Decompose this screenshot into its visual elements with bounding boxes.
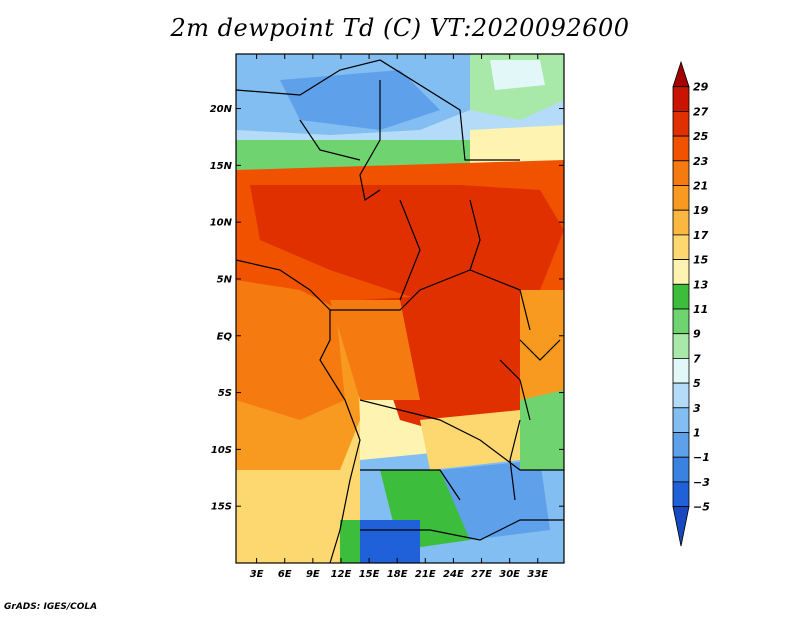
lon-label: 30E — [499, 569, 520, 580]
dewpoint-field — [236, 54, 564, 563]
lon-label: 9E — [306, 569, 320, 580]
colorbar-label: 13 — [693, 278, 709, 291]
colorbar-label: 11 — [693, 303, 708, 316]
colorbar-label: 3 — [693, 402, 701, 415]
colorbar-top-arrow — [672, 60, 690, 88]
colorbar: 29 27 25 23 21 19 17 15 13 11 9 7 5 3 1 −1 −3 −5 — [672, 60, 710, 547]
colorbar-label: 9 — [693, 328, 701, 341]
lon-label: 6E — [278, 569, 292, 580]
colorbar-swatch — [672, 135, 690, 162]
colorbar-swatch — [672, 481, 690, 507]
lon-label: 21E — [415, 569, 436, 580]
colorbar-label: 1 — [693, 427, 701, 440]
lat-label: 5S — [218, 388, 232, 399]
colorbar-label: −3 — [693, 476, 710, 489]
longitude-axis: 3E 6E 9E 12E 15E 18E 21E 24E 27E 30E 33E — [250, 54, 548, 580]
colorbar-swatch — [672, 86, 690, 112]
colorbar-label: 17 — [693, 229, 709, 242]
colorbar-swatch — [672, 160, 690, 186]
lon-label: 15E — [359, 569, 380, 580]
lat-label: 10S — [211, 445, 232, 456]
colorbar-swatch — [672, 407, 690, 433]
colorbar-swatch — [672, 308, 690, 335]
colorbar-swatch — [672, 185, 690, 211]
lat-label: EQ — [217, 331, 233, 342]
lat-label: 5N — [217, 274, 233, 285]
colorbar-swatch — [672, 234, 690, 260]
lon-label: 12E — [331, 569, 352, 580]
lat-label: 10N — [210, 218, 233, 229]
lon-label: 3E — [250, 569, 264, 580]
credit-text: GrADS: IGES/COLA — [4, 602, 98, 612]
colorbar-swatch — [672, 456, 690, 483]
lon-label: 24E — [443, 569, 464, 580]
colorbar-label: 19 — [693, 204, 709, 217]
colorbar-label: 21 — [693, 180, 708, 193]
map-title: 2m dewpoint Td (C) VT:2020092600 — [170, 14, 630, 42]
lon-label: 27E — [471, 569, 492, 580]
colorbar-label: 15 — [693, 254, 709, 267]
colorbar-label: 25 — [693, 130, 709, 143]
colorbar-swatch — [672, 382, 690, 409]
colorbar-swatch — [672, 283, 690, 310]
lon-label: 33E — [527, 569, 548, 580]
colorbar-label: 27 — [693, 105, 709, 118]
colorbar-label: 5 — [693, 377, 701, 390]
lon-label: 18E — [387, 569, 408, 580]
colorbar-label: 23 — [693, 155, 709, 168]
lat-label: 15S — [211, 502, 232, 513]
lat-label: 15N — [210, 161, 233, 172]
lat-label: 20N — [210, 104, 233, 115]
country-borders — [236, 59, 564, 563]
colorbar-bottom-arrow — [672, 506, 690, 547]
colorbar-swatch — [672, 209, 690, 236]
colorbar-label: −5 — [693, 501, 710, 514]
colorbar-swatch — [672, 432, 690, 458]
map-frame — [235, 53, 565, 564]
colorbar-swatch — [672, 357, 690, 384]
colorbar-label: 29 — [693, 81, 709, 94]
colorbar-swatch — [672, 259, 690, 285]
colorbar-label: −1 — [693, 451, 710, 464]
colorbar-swatch — [672, 111, 690, 137]
colorbar-label: 7 — [693, 352, 701, 365]
colorbar-swatch — [672, 333, 690, 359]
latitude-axis: 20N 15N 10N 5N EQ 5S 10S 15S — [210, 104, 564, 513]
